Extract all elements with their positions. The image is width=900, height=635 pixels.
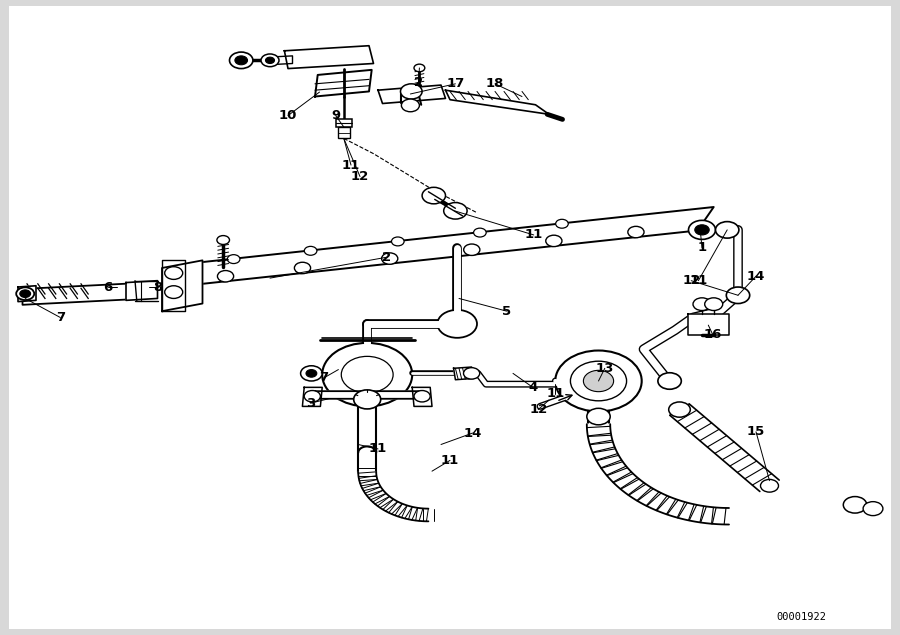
Circle shape bbox=[863, 502, 883, 516]
Circle shape bbox=[473, 228, 486, 237]
Text: 3: 3 bbox=[306, 397, 315, 410]
Circle shape bbox=[304, 246, 317, 255]
Circle shape bbox=[401, 99, 419, 112]
Circle shape bbox=[555, 351, 642, 411]
Circle shape bbox=[294, 262, 310, 274]
Text: 11: 11 bbox=[342, 159, 360, 171]
Circle shape bbox=[20, 290, 31, 297]
Polygon shape bbox=[315, 391, 419, 399]
Polygon shape bbox=[22, 283, 148, 305]
Text: 8: 8 bbox=[153, 281, 162, 293]
Circle shape bbox=[658, 373, 681, 389]
Polygon shape bbox=[302, 387, 322, 406]
Polygon shape bbox=[358, 472, 428, 521]
Text: 2: 2 bbox=[414, 76, 423, 89]
Circle shape bbox=[322, 343, 412, 406]
Text: 11: 11 bbox=[441, 454, 459, 467]
Circle shape bbox=[705, 298, 723, 311]
Text: 17: 17 bbox=[446, 77, 464, 90]
Text: 15: 15 bbox=[747, 425, 765, 438]
Circle shape bbox=[688, 220, 716, 239]
Circle shape bbox=[228, 255, 240, 264]
Text: 7: 7 bbox=[320, 371, 328, 384]
Circle shape bbox=[165, 267, 183, 279]
Text: 12: 12 bbox=[682, 274, 700, 287]
Circle shape bbox=[392, 237, 404, 246]
Text: 18: 18 bbox=[486, 77, 504, 90]
Text: 12: 12 bbox=[351, 170, 369, 183]
Text: 11: 11 bbox=[369, 443, 387, 455]
Circle shape bbox=[306, 370, 317, 377]
Circle shape bbox=[437, 310, 477, 338]
Polygon shape bbox=[162, 260, 202, 311]
Text: 10: 10 bbox=[279, 109, 297, 122]
Circle shape bbox=[382, 253, 398, 264]
Text: 5: 5 bbox=[502, 305, 511, 318]
Circle shape bbox=[16, 287, 34, 300]
Polygon shape bbox=[587, 424, 729, 525]
Circle shape bbox=[716, 222, 739, 238]
Circle shape bbox=[261, 54, 279, 67]
Circle shape bbox=[555, 219, 568, 228]
Text: 12: 12 bbox=[529, 403, 547, 416]
Text: 6: 6 bbox=[104, 281, 112, 293]
Polygon shape bbox=[670, 404, 779, 491]
Circle shape bbox=[414, 64, 425, 72]
Circle shape bbox=[165, 286, 183, 298]
Text: 16: 16 bbox=[704, 328, 722, 341]
Circle shape bbox=[583, 370, 614, 392]
Polygon shape bbox=[268, 56, 292, 65]
Circle shape bbox=[266, 57, 274, 64]
Polygon shape bbox=[412, 387, 432, 406]
Circle shape bbox=[843, 497, 867, 513]
Polygon shape bbox=[162, 260, 184, 311]
Polygon shape bbox=[446, 90, 549, 114]
Circle shape bbox=[628, 226, 644, 237]
Text: 11: 11 bbox=[689, 274, 707, 287]
Circle shape bbox=[414, 391, 430, 402]
Circle shape bbox=[726, 287, 750, 304]
Polygon shape bbox=[454, 367, 473, 380]
Circle shape bbox=[571, 361, 626, 401]
Circle shape bbox=[301, 366, 322, 381]
Circle shape bbox=[693, 298, 711, 311]
Polygon shape bbox=[184, 207, 714, 286]
Text: 13: 13 bbox=[596, 362, 614, 375]
Circle shape bbox=[218, 271, 234, 282]
Text: 11: 11 bbox=[546, 387, 564, 400]
Text: 14: 14 bbox=[747, 270, 765, 283]
Text: 2: 2 bbox=[382, 251, 392, 264]
Polygon shape bbox=[378, 85, 446, 104]
Text: 1: 1 bbox=[698, 241, 706, 254]
Circle shape bbox=[217, 236, 230, 244]
Polygon shape bbox=[126, 281, 158, 300]
Text: 7: 7 bbox=[56, 311, 65, 324]
Circle shape bbox=[235, 56, 248, 65]
Polygon shape bbox=[284, 46, 373, 69]
Circle shape bbox=[464, 368, 480, 379]
Circle shape bbox=[587, 408, 610, 425]
Bar bbox=[336, 119, 352, 127]
Text: 9: 9 bbox=[331, 109, 340, 122]
Text: 00001922: 00001922 bbox=[776, 612, 826, 622]
Text: 14: 14 bbox=[464, 427, 482, 439]
Bar bbox=[338, 127, 350, 138]
Circle shape bbox=[760, 479, 778, 492]
Circle shape bbox=[444, 203, 467, 219]
Circle shape bbox=[341, 356, 393, 393]
Circle shape bbox=[230, 52, 253, 69]
Polygon shape bbox=[315, 70, 372, 97]
Polygon shape bbox=[688, 314, 729, 335]
Circle shape bbox=[400, 84, 422, 99]
Text: 11: 11 bbox=[525, 229, 543, 241]
Circle shape bbox=[422, 187, 446, 204]
Circle shape bbox=[545, 235, 562, 246]
Text: 4: 4 bbox=[528, 381, 537, 394]
Circle shape bbox=[669, 402, 690, 417]
Circle shape bbox=[695, 225, 709, 235]
Circle shape bbox=[354, 390, 381, 409]
Circle shape bbox=[304, 391, 320, 402]
Circle shape bbox=[464, 244, 480, 255]
Polygon shape bbox=[18, 286, 36, 302]
